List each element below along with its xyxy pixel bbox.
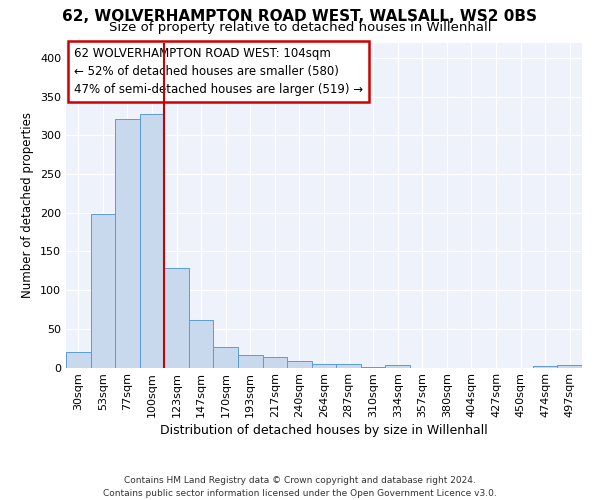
Bar (140, 114, 164, 368)
Bar (91, 214, 115, 368)
Bar (115, 119, 140, 368)
Bar (336, 364, 361, 368)
Bar (385, 365, 410, 368)
Bar (164, 268, 189, 368)
X-axis label: Distribution of detached houses by size in Willenhall: Distribution of detached houses by size … (160, 424, 488, 438)
Bar (287, 362, 312, 368)
Bar (189, 320, 214, 368)
Bar (533, 366, 557, 368)
Bar (361, 366, 385, 368)
Bar (263, 356, 287, 368)
Text: 62, WOLVERHAMPTON ROAD WEST, WALSALL, WS2 0BS: 62, WOLVERHAMPTON ROAD WEST, WALSALL, WS… (62, 9, 538, 24)
Text: 62 WOLVERHAMPTON ROAD WEST: 104sqm
← 52% of detached houses are smaller (580)
47: 62 WOLVERHAMPTON ROAD WEST: 104sqm ← 52%… (74, 48, 363, 96)
Bar (66, 352, 91, 368)
Bar (557, 365, 582, 368)
Bar (238, 355, 263, 368)
Bar (312, 364, 336, 368)
Text: Size of property relative to detached houses in Willenhall: Size of property relative to detached ho… (109, 21, 491, 34)
Y-axis label: Number of detached properties: Number of detached properties (22, 112, 34, 298)
Bar (214, 348, 238, 368)
Text: Contains HM Land Registry data © Crown copyright and database right 2024.
Contai: Contains HM Land Registry data © Crown c… (103, 476, 497, 498)
